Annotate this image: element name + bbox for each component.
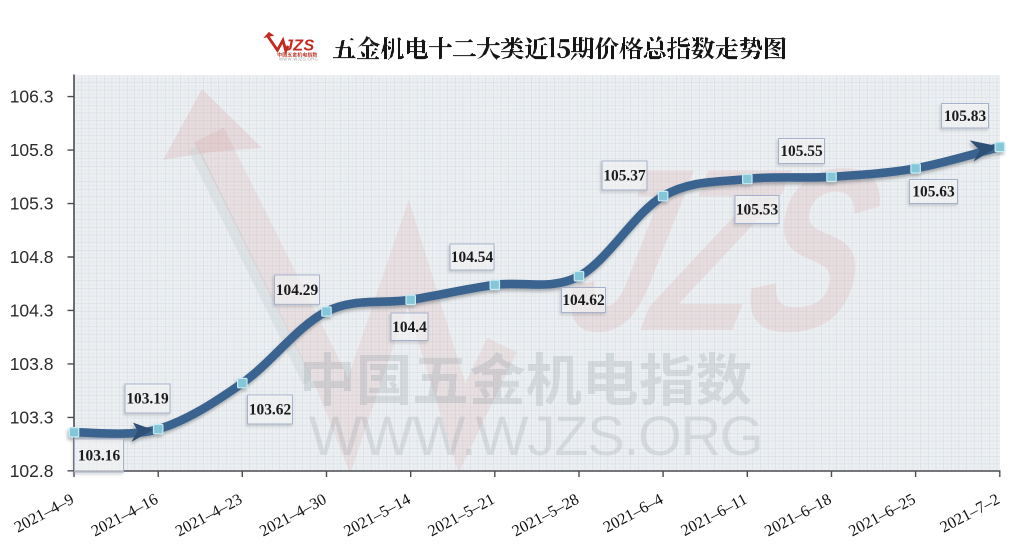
- svg-text:105.3: 105.3: [10, 194, 54, 214]
- svg-text:104.29: 104.29: [276, 282, 319, 299]
- svg-text:JZS: JZS: [284, 37, 315, 54]
- svg-text:104.8: 104.8: [10, 247, 54, 267]
- svg-text:WWW.WJZS.ORG: WWW.WJZS.ORG: [309, 404, 766, 467]
- svg-text:103.8: 103.8: [10, 354, 54, 374]
- svg-text:104.54: 104.54: [451, 249, 494, 266]
- svg-text:105.83: 105.83: [944, 108, 987, 125]
- svg-text:105.63: 105.63: [912, 184, 955, 201]
- svg-text:105.37: 105.37: [603, 168, 646, 185]
- svg-text:103.3: 103.3: [10, 407, 54, 427]
- svg-text:105.53: 105.53: [736, 202, 779, 219]
- svg-text:103.19: 103.19: [126, 391, 169, 408]
- svg-text:104.3: 104.3: [10, 300, 54, 320]
- svg-text:105.55: 105.55: [780, 143, 823, 160]
- svg-text:103.16: 103.16: [78, 448, 121, 465]
- svg-text:104.4: 104.4: [392, 319, 427, 336]
- svg-text:104.62: 104.62: [562, 292, 605, 309]
- svg-text:WWW.WJZS.ORG: WWW.WJZS.ORG: [279, 57, 318, 62]
- svg-text:102.8: 102.8: [10, 461, 54, 481]
- svg-text:103.62: 103.62: [249, 402, 292, 419]
- svg-text:105.8: 105.8: [10, 140, 54, 160]
- svg-text:106.3: 106.3: [10, 87, 54, 107]
